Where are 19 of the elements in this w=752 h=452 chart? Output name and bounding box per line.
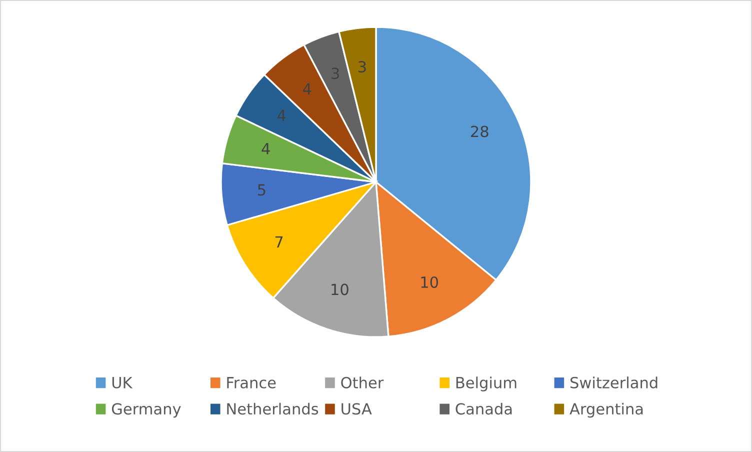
legend-label: Belgium — [456, 376, 516, 392]
legend-label: Argentina — [570, 402, 643, 418]
data-label: 28 — [471, 126, 488, 138]
data-label: 4 — [302, 83, 312, 95]
legend-label: Netherlands — [227, 402, 318, 415]
data-label: 4 — [262, 143, 270, 154]
data-label: 10 — [332, 284, 348, 296]
data-label: 5 — [258, 184, 266, 196]
data-label: 4 — [277, 110, 286, 122]
data-label: 3 — [358, 61, 366, 73]
legend-label: Switzerland — [570, 376, 658, 388]
data-label: 10 — [421, 276, 438, 288]
legend-label: Germany — [112, 403, 181, 418]
data-label: 7 — [275, 236, 283, 248]
legend-label: UK — [112, 377, 133, 388]
legend-label: Canada — [456, 402, 512, 415]
legend-label: USA — [342, 403, 372, 415]
legend-label: Other — [341, 376, 384, 388]
legend-label: France — [227, 377, 276, 388]
